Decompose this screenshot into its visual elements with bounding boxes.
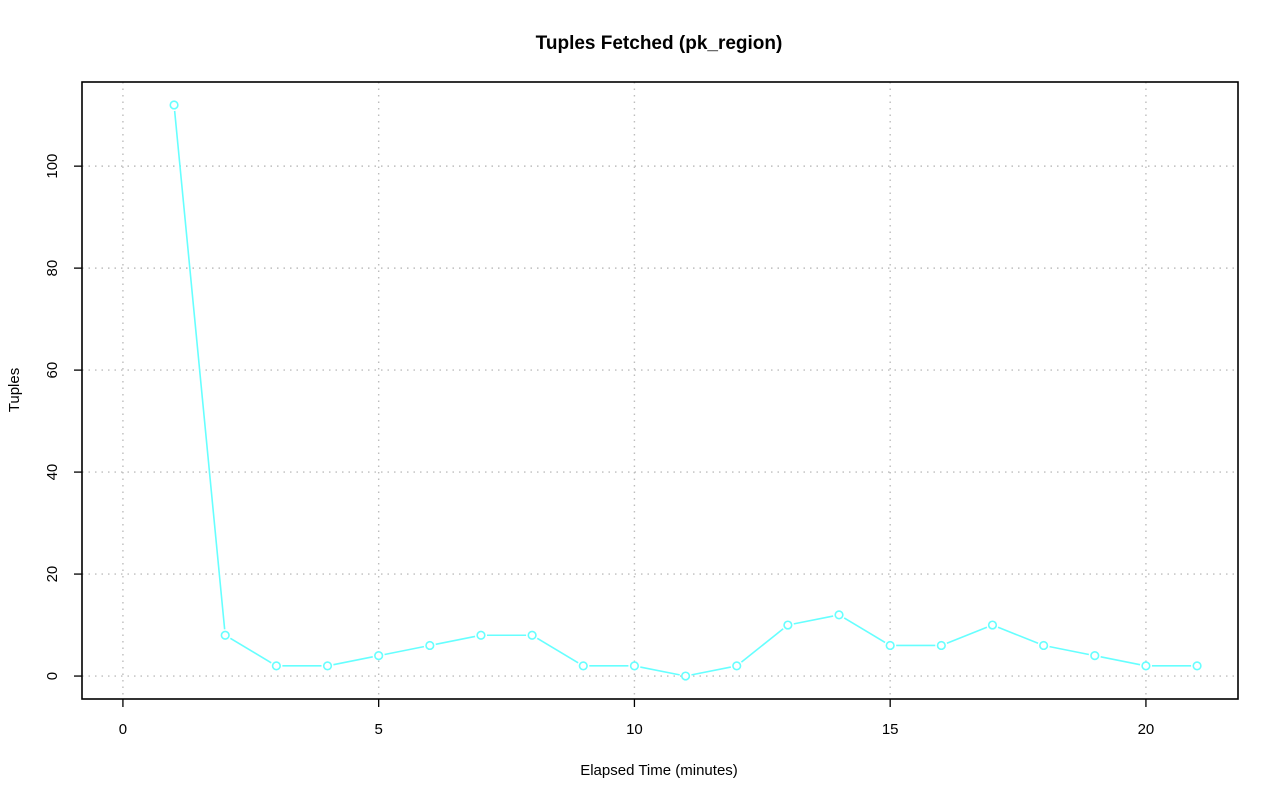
x-axis-label: Elapsed Time (minutes) xyxy=(580,762,738,779)
series-0-point-11 xyxy=(732,661,742,671)
series-0-point-4 xyxy=(374,651,384,661)
series-0-segment-9 xyxy=(640,666,680,676)
series-0-segment-12 xyxy=(793,615,834,625)
chart-title: Tuples Fetched (pk_region) xyxy=(536,33,783,54)
x-tick-label-2: 10 xyxy=(626,721,643,738)
y-axis: 0 20 40 60 80 100 xyxy=(44,154,82,680)
x-tick-label-4: 20 xyxy=(1138,721,1155,738)
series-0-point-9 xyxy=(629,661,640,671)
series-0-point-19 xyxy=(1141,661,1151,671)
series-0-segment-10 xyxy=(691,666,731,676)
series-0-point-20 xyxy=(1192,661,1202,671)
grid xyxy=(82,82,1238,699)
series-0-point-10 xyxy=(680,671,691,681)
series-0-point-8 xyxy=(578,661,588,671)
series-0-point-12 xyxy=(783,620,793,630)
series-0-segment-0 xyxy=(173,110,226,630)
series-0-segment-17 xyxy=(1049,645,1090,656)
series-0-point-15 xyxy=(936,640,946,651)
x-tick-label-3: 15 xyxy=(882,721,899,738)
series-0-point-2 xyxy=(271,661,281,671)
y-tick-label-0: 0 xyxy=(44,672,61,680)
series-0-segment-13 xyxy=(843,617,886,644)
y-axis-label: Tuples xyxy=(6,368,23,412)
series-0-segment-18 xyxy=(1100,656,1141,666)
y-tick-label-3: 60 xyxy=(44,362,61,379)
series-0-segment-7 xyxy=(536,637,579,664)
series-0-point-5 xyxy=(425,640,435,651)
series-0-point-14 xyxy=(885,640,895,651)
series-0-point-0 xyxy=(169,100,179,110)
series-0-segment-5 xyxy=(435,635,476,646)
y-tick-label-1: 20 xyxy=(44,566,61,583)
series-0-point-18 xyxy=(1090,651,1100,661)
series-layer xyxy=(169,100,1202,681)
series-0-point-1 xyxy=(220,630,230,640)
series-0-segment-11 xyxy=(740,628,784,663)
series-0-segment-15 xyxy=(946,626,988,644)
plot-frame xyxy=(81,81,1239,700)
series-0-segment-3 xyxy=(333,656,373,666)
x-tick-label-1: 5 xyxy=(375,721,383,738)
series-0-point-13 xyxy=(834,610,844,620)
x-axis: 0 5 10 15 20 xyxy=(119,699,1155,738)
series-0-point-7 xyxy=(527,630,537,640)
series-0-segment-4 xyxy=(384,645,425,656)
y-tick-label-5: 100 xyxy=(44,154,61,179)
series-0-segment-16 xyxy=(997,626,1039,644)
series-0-point-3 xyxy=(322,661,333,671)
series-0-point-16 xyxy=(987,620,998,630)
series-0-point-6 xyxy=(476,630,486,640)
y-tick-label-2: 40 xyxy=(44,464,61,481)
series-0-point-17 xyxy=(1039,640,1049,651)
series-0-segment-1 xyxy=(229,637,272,664)
x-tick-label-0: 0 xyxy=(119,721,127,738)
y-tick-label-4: 80 xyxy=(44,260,61,277)
